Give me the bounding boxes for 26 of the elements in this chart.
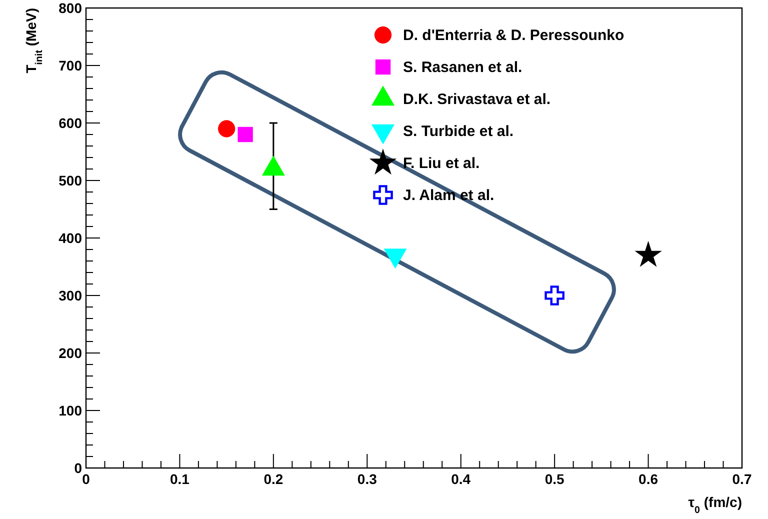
y-tick-label: 0	[74, 460, 82, 476]
x-tick-label: 0.7	[732, 471, 752, 487]
legend-label: D.K. Srivastava et al.	[403, 91, 551, 108]
x-tick-label: 0.3	[357, 471, 378, 487]
x-tick-label: 0.5	[544, 471, 565, 487]
x-tick-label: 0.1	[170, 471, 190, 487]
y-tick-label: 700	[58, 58, 82, 74]
point	[544, 286, 564, 306]
y-tick-label: 100	[58, 402, 82, 418]
x-axis-title: τ$_{0}$ (fm/c)	[688, 494, 742, 516]
point	[218, 120, 236, 138]
x-tick-label: 0.4	[451, 471, 471, 487]
x-tick-label: 0.6	[638, 471, 658, 487]
legend-label: D. d'Enterria & D. Peressounko	[403, 27, 624, 44]
legend-label: S. Turbide et al.	[403, 123, 514, 140]
y-tick-label: 800	[58, 0, 82, 16]
point	[634, 240, 662, 267]
y-tick-label: 500	[58, 172, 82, 188]
y-tick-label: 300	[58, 288, 82, 304]
point	[238, 126, 253, 142]
y-tick-label: 600	[58, 115, 82, 131]
y-tick-label: 200	[58, 345, 82, 361]
legend-label: S. Rasanen et al.	[403, 59, 522, 76]
legend-label: F. Liu et al.	[403, 155, 480, 172]
x-tick-label: 0.2	[264, 471, 284, 487]
y-tick-label: 400	[58, 230, 82, 246]
